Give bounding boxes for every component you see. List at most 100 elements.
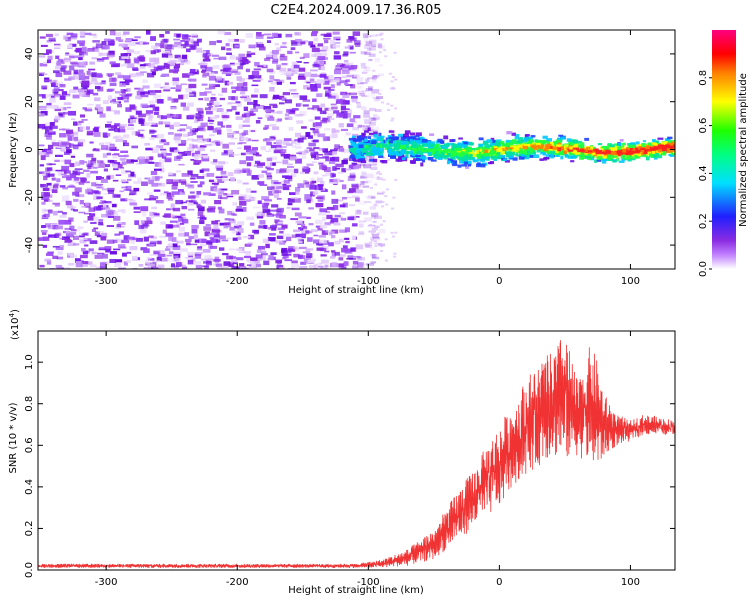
spectrogram-cell: [266, 68, 274, 73]
spectrogram-cell: [368, 39, 377, 44]
spectrogram-cell: [508, 155, 514, 159]
spectrogram-cell: [671, 141, 675, 144]
spectrogram-cell: [215, 127, 222, 133]
spectrogram-cell: [342, 69, 350, 74]
spectrogram-cell: [54, 95, 60, 98]
spectrogram-cell: [55, 147, 62, 149]
spectrogram-cell: [207, 116, 213, 122]
spectrogram-cell: [126, 127, 134, 130]
spectrogram-cell: [198, 98, 204, 101]
spectrogram-cell: [91, 251, 97, 255]
spectrogram-cell: [125, 198, 133, 201]
spectrogram-cell: [397, 153, 403, 157]
spectrogram-cell: [149, 104, 156, 108]
spectrogram-cell: [265, 114, 270, 118]
snr-y-label: SNR (10 * v/v): [8, 402, 19, 473]
spectrogram-cell: [128, 124, 134, 127]
spectrogram-cell: [112, 179, 119, 182]
spectrogram-cell: [364, 144, 369, 148]
spectrogram-cell: [197, 211, 204, 217]
spectrogram-cell: [133, 50, 141, 55]
spectrogram-cell: [288, 176, 293, 182]
spectrogram-cell: [96, 234, 102, 238]
spectrogram-cell: [374, 141, 379, 145]
spectrogram-cell: [201, 168, 210, 172]
spectrogram-cell: [603, 153, 608, 157]
snr-y-tick-label: 0.4: [24, 479, 35, 495]
spectrogram-cell: [325, 170, 332, 175]
spectrogram-cell: [325, 210, 331, 214]
spectrogram-cell: [251, 139, 259, 142]
spectrogram-cell: [381, 159, 388, 164]
spectrogram-cell: [119, 167, 124, 169]
spectrogram-cell: [236, 76, 242, 81]
spectrogram-cell: [281, 251, 288, 256]
spectrogram-cell: [222, 253, 229, 256]
spectrogram-cell: [225, 193, 233, 196]
spectrogram-cell: [276, 47, 282, 52]
spectrogram-cell: [390, 154, 397, 159]
spectrogram-cell: [295, 159, 302, 164]
spectrogram-cell: [428, 148, 435, 152]
spectrogram-cell: [267, 116, 275, 121]
spectrogram-cell: [394, 145, 400, 149]
spectrogram-cell: [230, 212, 236, 216]
spectrogram-cell: [361, 133, 366, 137]
spectrogram-cell: [360, 181, 365, 186]
spectrogram-cell: [97, 186, 104, 189]
spectrogram-cell: [84, 261, 93, 265]
spectrogram-cell: [78, 232, 85, 236]
spectrogram-cell: [338, 238, 344, 243]
spectrogram-cell: [625, 150, 631, 155]
spectrogram-cell: [42, 53, 49, 55]
spectrogram-cell: [141, 181, 148, 186]
spectrogram-cell: [45, 94, 51, 98]
spectrogram-cell: [140, 135, 145, 139]
spectrogram-cell: [116, 223, 122, 228]
spectrogram-cell: [89, 240, 98, 244]
spectrogram-cell: [372, 78, 376, 81]
spectrogram-cell: [208, 126, 214, 130]
spectrogram-cell: [98, 219, 104, 222]
spectrogram-cell: [173, 136, 181, 141]
spectrogram-cell: [490, 152, 494, 157]
spectrogram-cell: [346, 39, 353, 43]
spectrogram-cell: [64, 227, 72, 230]
spectrogram-cell: [58, 219, 64, 225]
spectrogram-cell: [358, 200, 366, 205]
spectrogram-cell: [371, 43, 377, 48]
spectrogram-cell: [97, 177, 105, 180]
spectrogram-cell: [409, 138, 413, 142]
spectrogram-cell: [359, 176, 368, 179]
spectrogram-cell: [341, 168, 347, 173]
spectrogram-cell: [210, 180, 217, 185]
spectrogram-cell: [394, 139, 400, 143]
spectrogram-cell: [309, 265, 317, 269]
spectrogram-cell: [111, 203, 117, 208]
spectrogram-cell: [612, 155, 619, 158]
spectrogram-cell: [354, 149, 361, 154]
spectrogram-cell: [356, 101, 361, 104]
spectrogram-cell: [124, 79, 133, 83]
spectrogram-cell: [115, 174, 122, 176]
spectrogram-cell: [372, 146, 376, 150]
spectrogram-cell: [421, 149, 427, 153]
spectrogram-cell: [439, 141, 444, 144]
spectrogram-cell: [112, 211, 119, 216]
spectrogram-cell: [245, 199, 251, 202]
spectrogram-cell: [546, 143, 552, 147]
spectrogram-cell: [270, 252, 277, 255]
spectrogram-cell: [255, 154, 262, 157]
spectrogram-cell: [56, 178, 61, 183]
spectrogram-cell: [219, 196, 228, 200]
spectrogram-cell: [629, 156, 634, 160]
spectrogram-cell: [180, 248, 188, 252]
spectrogram-cell: [54, 154, 63, 158]
spectrogram-cell: [250, 257, 258, 261]
spectrogram-cell: [494, 145, 500, 149]
spectrogram-cell: [266, 36, 274, 39]
spectrogram-cell: [596, 153, 602, 158]
spectrogram-cell: [133, 211, 141, 213]
spectrogram-cell: [196, 114, 202, 116]
spectrogram-cell: [280, 46, 287, 48]
